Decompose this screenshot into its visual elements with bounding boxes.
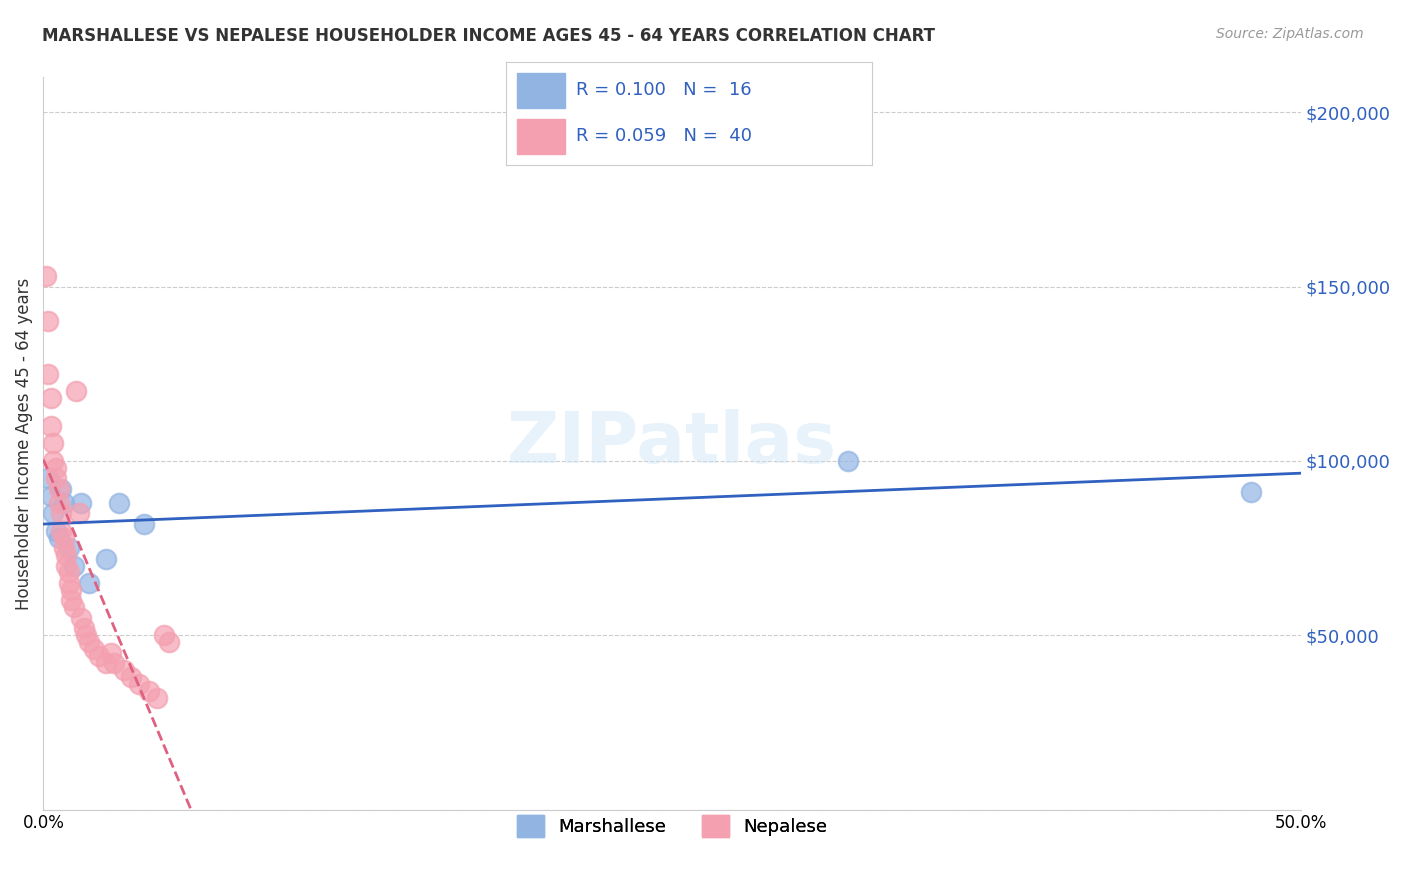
Point bbox=[837, 454, 859, 468]
Point bbox=[49, 482, 72, 496]
Point bbox=[37, 314, 59, 328]
Point bbox=[60, 582, 83, 597]
Point bbox=[96, 656, 118, 670]
Point bbox=[39, 391, 62, 405]
Point bbox=[39, 489, 62, 503]
Point bbox=[42, 436, 65, 450]
Point bbox=[157, 635, 180, 649]
Point bbox=[75, 628, 97, 642]
Point bbox=[52, 496, 75, 510]
Point bbox=[112, 663, 135, 677]
Point bbox=[100, 646, 122, 660]
Point bbox=[128, 677, 150, 691]
Point bbox=[70, 611, 93, 625]
Point bbox=[138, 684, 160, 698]
Point bbox=[58, 566, 80, 580]
Point bbox=[96, 551, 118, 566]
Point bbox=[52, 531, 75, 545]
Point bbox=[45, 461, 67, 475]
Point bbox=[55, 558, 77, 573]
Legend: Marshallese, Nepalese: Marshallese, Nepalese bbox=[509, 808, 835, 845]
Text: Source: ZipAtlas.com: Source: ZipAtlas.com bbox=[1216, 27, 1364, 41]
FancyBboxPatch shape bbox=[517, 73, 565, 108]
Point bbox=[52, 541, 75, 555]
Point bbox=[37, 471, 59, 485]
Point bbox=[48, 496, 70, 510]
Point bbox=[49, 506, 72, 520]
Point bbox=[42, 454, 65, 468]
Point bbox=[87, 649, 110, 664]
Point bbox=[58, 541, 80, 555]
Point bbox=[108, 496, 131, 510]
Point bbox=[55, 548, 77, 562]
Point bbox=[103, 656, 125, 670]
Point bbox=[37, 367, 59, 381]
Point bbox=[35, 269, 58, 284]
Point bbox=[60, 593, 83, 607]
Point bbox=[45, 524, 67, 538]
Point bbox=[145, 690, 167, 705]
Point bbox=[65, 384, 87, 399]
Text: ZIPatlas: ZIPatlas bbox=[508, 409, 838, 478]
Text: MARSHALLESE VS NEPALESE HOUSEHOLDER INCOME AGES 45 - 64 YEARS CORRELATION CHART: MARSHALLESE VS NEPALESE HOUSEHOLDER INCO… bbox=[42, 27, 935, 45]
Y-axis label: Householder Income Ages 45 - 64 years: Householder Income Ages 45 - 64 years bbox=[15, 277, 32, 609]
Point bbox=[49, 524, 72, 538]
Point bbox=[83, 642, 105, 657]
Point bbox=[77, 635, 100, 649]
Point bbox=[120, 670, 142, 684]
Point bbox=[73, 621, 96, 635]
Point bbox=[153, 628, 176, 642]
Point bbox=[45, 471, 67, 485]
Point bbox=[62, 600, 84, 615]
Point bbox=[1240, 485, 1263, 500]
Point bbox=[132, 516, 155, 531]
Point bbox=[70, 496, 93, 510]
Point bbox=[58, 576, 80, 591]
Point bbox=[42, 506, 65, 520]
Point bbox=[48, 531, 70, 545]
Point bbox=[67, 506, 90, 520]
Point bbox=[48, 482, 70, 496]
Point bbox=[62, 558, 84, 573]
Point bbox=[39, 419, 62, 434]
Point bbox=[77, 576, 100, 591]
Text: R = 0.059   N =  40: R = 0.059 N = 40 bbox=[575, 128, 752, 145]
Text: R = 0.100   N =  16: R = 0.100 N = 16 bbox=[575, 81, 751, 99]
FancyBboxPatch shape bbox=[517, 119, 565, 153]
